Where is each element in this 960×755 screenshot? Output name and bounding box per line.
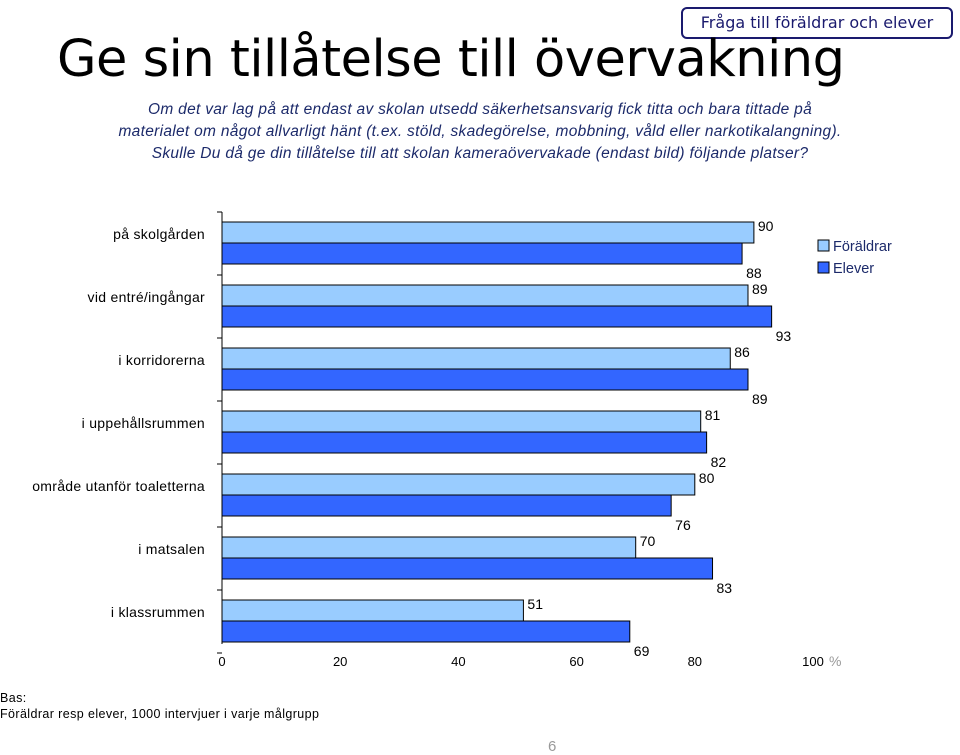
bar-value-label: 86 [734, 344, 750, 360]
category-label: i matsalen [138, 541, 205, 557]
bar [221, 557, 714, 580]
x-tick-label: 60 [569, 654, 583, 669]
bar [221, 431, 708, 454]
x-tick-label: 80 [688, 654, 702, 669]
question-line-3: Skulle Du då ge din tillåtelse till att … [151, 145, 809, 162]
bar [221, 305, 773, 328]
bar-value-label: 82 [711, 454, 727, 470]
x-tick-label: 40 [451, 654, 465, 669]
category-label: på skolgården [113, 226, 205, 242]
x-tick-label: 100 [802, 654, 824, 669]
bar-value-label: 90 [758, 218, 774, 234]
bar [221, 494, 672, 517]
base-note: Bas: Föräldrar resp elever, 1000 intervj… [0, 690, 319, 722]
bar-value-label: 93 [776, 328, 792, 344]
category-label: i uppehållsrummen [82, 415, 205, 431]
page-number: 6 [548, 738, 557, 755]
bar-value-label: 80 [699, 470, 715, 486]
bar [221, 284, 749, 307]
category-label: i korridorerna [118, 352, 205, 368]
bar-chart: 90 88 på skolgården 89 93 vid entré/ingångar 8… [32, 211, 892, 669]
bar-value-label: 89 [752, 391, 768, 407]
category-label: vid entré/ingångar [88, 289, 206, 305]
bar [221, 368, 749, 391]
legend-label: Elever [833, 261, 874, 277]
legend-label: Föräldrar [833, 239, 892, 255]
unit-label: % [829, 653, 841, 669]
x-tick-label: 20 [333, 654, 347, 669]
bar [221, 473, 696, 496]
bar [221, 347, 731, 370]
bar-value-label: 76 [675, 517, 691, 533]
base-label: Bas: [0, 691, 27, 705]
bar-value-label: 89 [752, 281, 768, 297]
bar [221, 599, 524, 622]
bar-value-label: 83 [717, 580, 733, 596]
legend-swatch [817, 239, 830, 252]
x-tick-label: 0 [218, 654, 225, 669]
bar [221, 536, 637, 559]
bar-value-label: 70 [640, 533, 656, 549]
bar [221, 221, 755, 244]
bar-value-label: 69 [634, 643, 650, 659]
bar [221, 620, 631, 643]
question-line-1: Om det var lag på att endast av skolan u… [147, 101, 813, 118]
bar [221, 410, 702, 433]
bar-value-label: 88 [746, 265, 762, 281]
category-label: område utanför toaletterna [32, 478, 205, 494]
legend-swatch [817, 261, 830, 274]
question-text: Om det var lag på att endast av skolan u… [0, 99, 960, 165]
category-label: i klassrummen [111, 604, 205, 620]
audience-tag: Fråga till föräldrar och elever [681, 7, 953, 39]
page-title: Ge sin tillåtelse till övervakning [57, 30, 845, 89]
bar [221, 242, 743, 265]
bar-value-label: 81 [705, 407, 721, 423]
question-line-2: materialet om något allvarligt hänt (t.e… [118, 123, 842, 140]
bar-value-label: 51 [527, 596, 543, 612]
base-text: Föräldrar resp elever, 1000 intervjuer i… [0, 707, 320, 721]
